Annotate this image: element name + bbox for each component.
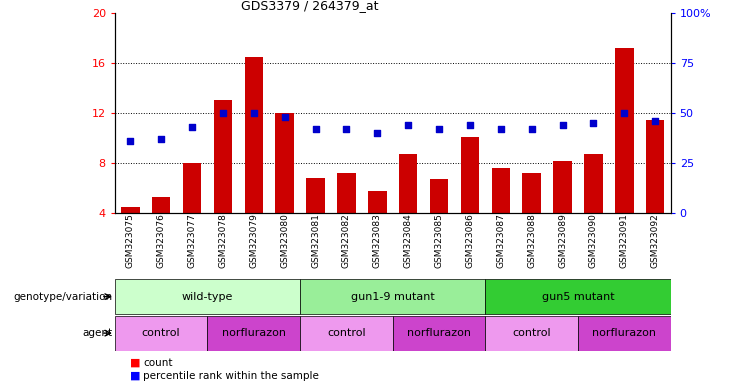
Bar [300, 279, 485, 314]
Text: genotype/variation: genotype/variation [13, 291, 112, 302]
Text: GSM323084: GSM323084 [404, 213, 413, 268]
Bar [646, 119, 665, 213]
Text: GSM323085: GSM323085 [434, 213, 444, 268]
Text: control: control [142, 328, 181, 338]
Text: control: control [327, 328, 366, 338]
Text: norflurazon: norflurazon [407, 328, 471, 338]
Point [124, 138, 136, 144]
Text: GSM323078: GSM323078 [219, 213, 227, 268]
Text: GSM323079: GSM323079 [249, 213, 259, 268]
Text: norflurazon: norflurazon [222, 328, 286, 338]
Text: count: count [143, 358, 173, 368]
Point [618, 110, 630, 116]
Text: GSM323091: GSM323091 [619, 213, 629, 268]
Text: GSM323088: GSM323088 [527, 213, 536, 268]
Bar [485, 316, 578, 351]
Bar [368, 190, 387, 213]
Bar [152, 197, 170, 213]
Title: GDS3379 / 264379_at: GDS3379 / 264379_at [241, 0, 378, 12]
Text: GSM323087: GSM323087 [496, 213, 505, 268]
Bar [584, 154, 602, 213]
Point [186, 124, 198, 130]
Text: GSM323089: GSM323089 [558, 213, 567, 268]
Bar [399, 154, 417, 213]
Text: gun5 mutant: gun5 mutant [542, 291, 614, 302]
Bar [554, 161, 572, 213]
Text: percentile rank within the sample: percentile rank within the sample [143, 371, 319, 381]
Point [495, 126, 507, 132]
Bar [393, 316, 485, 351]
Text: GSM323082: GSM323082 [342, 213, 351, 268]
Bar [430, 179, 448, 213]
Bar [245, 57, 263, 213]
Bar [183, 163, 202, 213]
Bar [207, 316, 300, 351]
Bar [115, 279, 300, 314]
Text: agent: agent [82, 328, 112, 338]
Point [556, 122, 568, 128]
Bar [485, 279, 671, 314]
Bar [337, 173, 356, 213]
Text: GSM323081: GSM323081 [311, 213, 320, 268]
Point [279, 114, 290, 120]
Text: GSM323077: GSM323077 [187, 213, 196, 268]
Text: control: control [512, 328, 551, 338]
Point [247, 110, 260, 116]
Bar [578, 316, 671, 351]
Point [217, 110, 229, 116]
Bar [115, 316, 207, 351]
Text: gun1-9 mutant: gun1-9 mutant [350, 291, 435, 302]
Text: norflurazon: norflurazon [592, 328, 657, 338]
Text: GSM323083: GSM323083 [373, 213, 382, 268]
Point [526, 126, 538, 132]
Point [433, 126, 445, 132]
Point [649, 118, 661, 124]
Bar [522, 173, 541, 213]
Text: wild-type: wild-type [182, 291, 233, 302]
Text: GSM323075: GSM323075 [126, 213, 135, 268]
Bar [461, 137, 479, 213]
Bar [300, 316, 393, 351]
Bar [121, 207, 139, 213]
Point [588, 120, 599, 126]
Text: ■: ■ [130, 358, 140, 368]
Point [464, 122, 476, 128]
Point [341, 126, 353, 132]
Text: ■: ■ [130, 371, 140, 381]
Point [156, 136, 167, 142]
Bar [213, 99, 232, 213]
Point [310, 126, 322, 132]
Bar [276, 113, 294, 213]
Bar [615, 48, 634, 213]
Text: GSM323092: GSM323092 [651, 213, 659, 268]
Point [371, 130, 383, 136]
Bar [306, 178, 325, 213]
Text: GSM323086: GSM323086 [465, 213, 474, 268]
Text: GSM323080: GSM323080 [280, 213, 289, 268]
Text: GSM323076: GSM323076 [156, 213, 166, 268]
Bar [491, 168, 510, 213]
Text: GSM323090: GSM323090 [589, 213, 598, 268]
Point [402, 122, 414, 128]
